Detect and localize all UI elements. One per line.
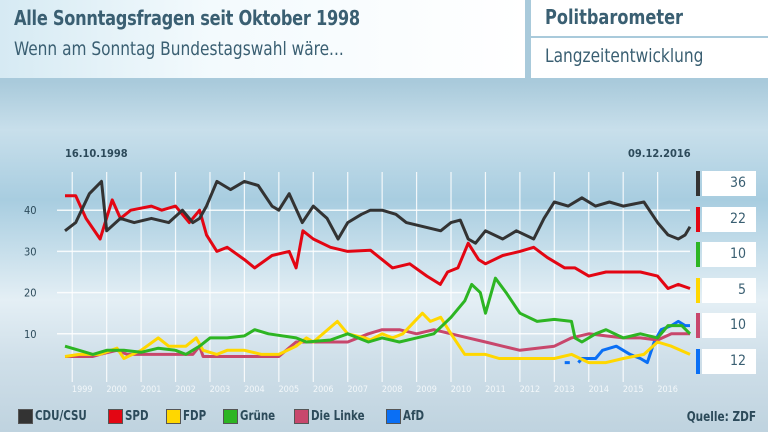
legend-swatch (222, 409, 238, 424)
current-value: 10 (702, 313, 756, 338)
x-tick-label: 2010 (451, 385, 472, 395)
series-line-grüne (64, 276, 692, 356)
brand-subtitle: Langzeitentwicklung (545, 45, 704, 67)
y-tick-label: 40 (24, 204, 37, 217)
legend-item: FDP (165, 409, 209, 424)
series-line-cdu-csu (64, 179, 692, 245)
series-line-afd (564, 319, 690, 365)
header-brand-panel: Politbarometer Langzeitentwicklung (531, 0, 768, 78)
color-bar (696, 348, 700, 374)
source-label: Quelle: ZDF (686, 410, 756, 425)
start-date-label: 16.10.1998 (65, 147, 128, 160)
x-tick-label: 2008 (382, 385, 403, 395)
x-tick-label: 2007 (347, 385, 368, 395)
current-value-box: 22 (696, 206, 756, 232)
end-date-label: 09.12.2016 (628, 147, 691, 160)
color-bar (696, 206, 700, 232)
x-tick-label: 2015 (623, 385, 644, 395)
current-value: 5 (702, 277, 756, 303)
legend-swatch (107, 409, 123, 424)
current-value: 22 (702, 206, 756, 232)
x-tick-label: 1999 (72, 385, 93, 395)
legend-swatch (385, 409, 401, 424)
color-bar (696, 171, 700, 196)
legend-label: CDU/CSU (35, 409, 87, 424)
x-tick-label: 2009 (416, 385, 437, 395)
x-tick-label: 2011 (485, 385, 506, 395)
legend-label: Grüne (239, 409, 275, 424)
x-tick-label: 2003 (210, 385, 231, 395)
current-value: 36 (702, 171, 756, 196)
current-value-box: 10 (696, 242, 756, 267)
legend-swatch (293, 409, 309, 424)
legend-label: SPD (124, 409, 149, 424)
legend: CDU/CSU SPD FDP Grüne Die Linke AfD (18, 409, 441, 424)
x-tick-label: 2012 (520, 385, 541, 395)
legend-item: Die Linke (293, 409, 372, 424)
x-tick-label: 2014 (588, 385, 609, 395)
page-title: Alle Sonntagsfragen seit Oktober 1998 (14, 6, 360, 30)
current-value-box: 10 (696, 313, 756, 338)
legend-label: AfD (402, 409, 424, 424)
current-value: 10 (702, 242, 756, 267)
legend-item: CDU/CSU (18, 409, 94, 424)
current-value-box: 5 (696, 277, 756, 303)
legend-swatch (165, 409, 181, 424)
legend-item: AfD (385, 409, 427, 424)
legend-swatch (18, 409, 33, 424)
legend-label: FDP (182, 409, 206, 424)
color-bar (696, 313, 700, 338)
x-tick-label: 2001 (141, 385, 162, 395)
x-tick-label: 2006 (313, 385, 334, 395)
header-title-panel: Alle Sonntagsfragen seit Oktober 1998 We… (0, 0, 525, 78)
y-tick-label: 30 (24, 245, 37, 258)
legend-item: Grüne (222, 409, 280, 424)
page-subtitle: Wenn am Sonntag Bundestagswahl wäre... (14, 38, 344, 60)
series-line-fdp (64, 311, 691, 365)
current-value: 12 (702, 348, 756, 374)
series-line-spd (65, 194, 691, 290)
current-value-box: 12 (696, 348, 756, 374)
x-tick-label: 2016 (657, 385, 678, 395)
y-tick-label: 10 (24, 328, 37, 341)
series-line-die-linke (65, 328, 690, 358)
y-tick-label: 20 (24, 287, 37, 300)
x-tick-label: 2002 (175, 385, 196, 395)
color-bar (696, 242, 700, 267)
x-tick-label: 2005 (279, 385, 300, 395)
current-value-box: 36 (696, 171, 756, 196)
x-tick-label: 2013 (554, 385, 575, 395)
x-tick-label: 2004 (244, 385, 265, 395)
color-bar (696, 277, 700, 303)
brand-title: Politbarometer (545, 5, 684, 29)
x-tick-label: 2000 (106, 385, 127, 395)
legend-label: Die Linke (310, 409, 365, 424)
legend-item: SPD (107, 409, 152, 424)
